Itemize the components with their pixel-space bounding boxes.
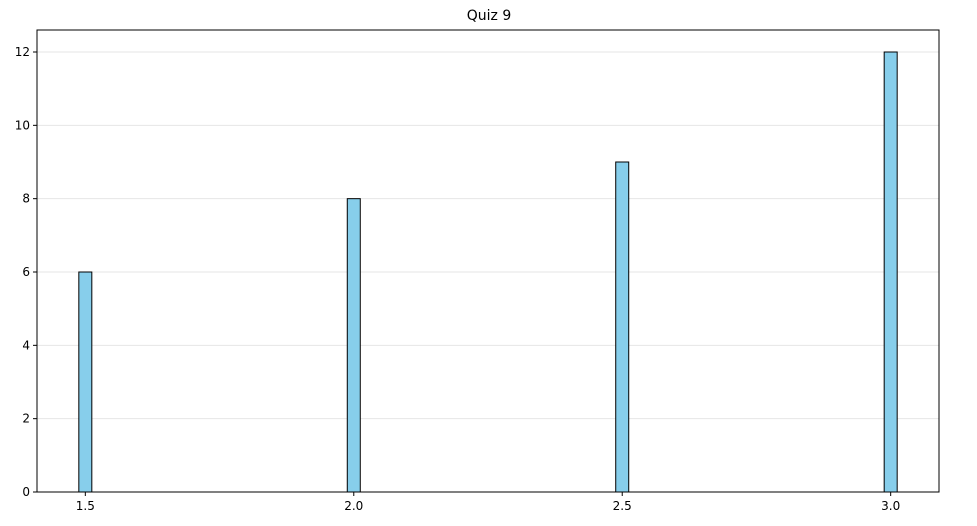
plot-frame <box>36 29 940 493</box>
y-tick-label: 4 <box>22 338 30 352</box>
y-tick-label: 6 <box>22 265 30 279</box>
x-tick-label: 1.5 <box>76 499 95 513</box>
grid-lines <box>37 51 939 493</box>
x-tick-label: 2.5 <box>613 499 632 513</box>
bar <box>883 51 898 493</box>
bars <box>78 51 898 493</box>
bar <box>78 271 93 493</box>
y-tick-label: 2 <box>22 412 30 426</box>
x-tick-label: 3.0 <box>881 499 900 513</box>
x-tick-label: 2.0 <box>344 499 363 513</box>
axes <box>36 29 940 493</box>
y-tick-label: 12 <box>15 45 30 59</box>
y-axis-ticks: 0 2 4 6 8 10 12 <box>15 45 37 499</box>
bar <box>615 161 630 493</box>
bar <box>346 198 361 493</box>
y-tick-label: 0 <box>22 485 30 499</box>
y-tick-label: 10 <box>15 118 30 132</box>
x-axis-ticks: 1.5 2.0 2.5 3.0 <box>76 492 900 513</box>
chart-title: Quiz 9 <box>467 8 512 24</box>
y-tick-label: 8 <box>22 192 30 206</box>
